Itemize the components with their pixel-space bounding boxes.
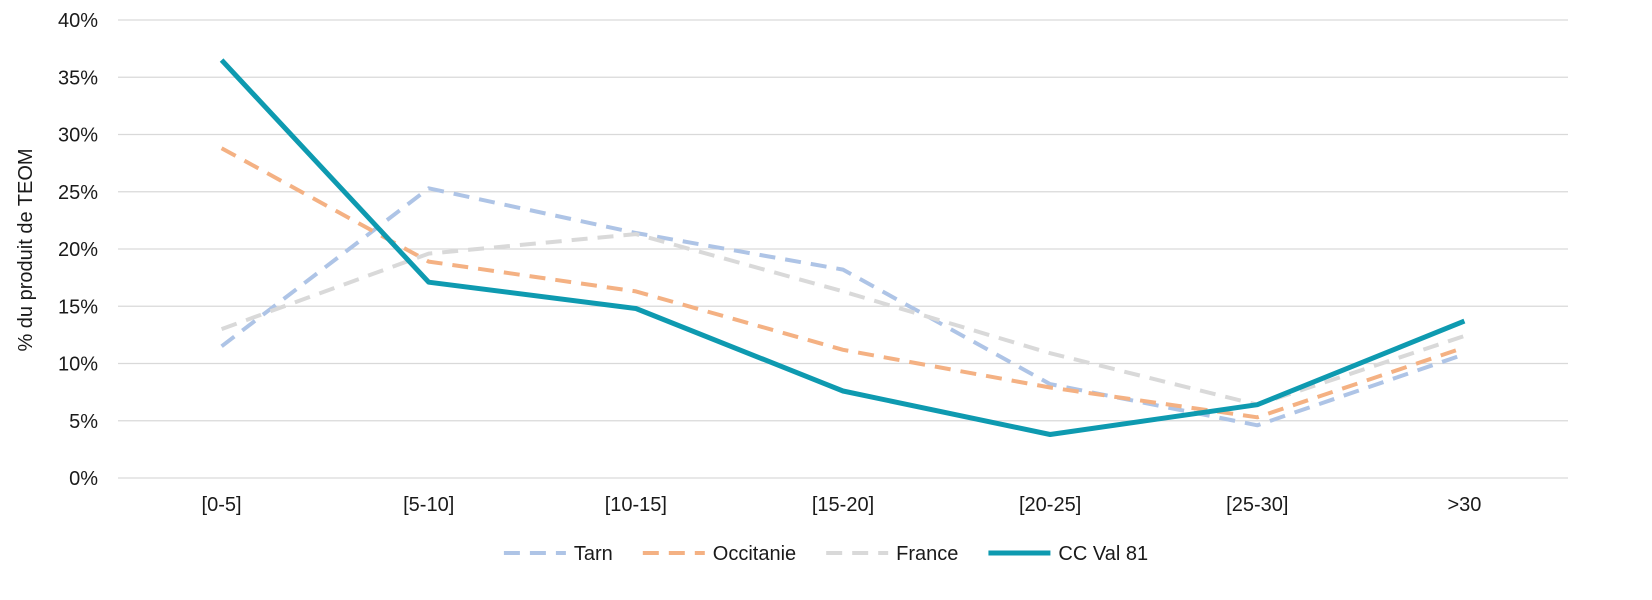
legend-label: France bbox=[896, 543, 958, 565]
y-tick-label: 0% bbox=[69, 468, 98, 490]
x-tick-label: [5-10] bbox=[403, 494, 454, 516]
x-tick-label: [10-15] bbox=[605, 494, 667, 516]
y-axis-title: % du produit de TEOM bbox=[15, 148, 37, 351]
x-tick-label: [20-25] bbox=[1019, 494, 1081, 516]
legend-label: Occitanie bbox=[713, 543, 796, 565]
y-tick-label: 15% bbox=[58, 296, 98, 318]
x-tick-label: [15-20] bbox=[812, 494, 874, 516]
legend: Tarn Occitanie France CC Val 81 bbox=[503, 543, 1148, 565]
y-tick-label: 35% bbox=[58, 67, 98, 89]
x-tick-label: [0-5] bbox=[202, 494, 242, 516]
series-lines bbox=[219, 58, 1466, 437]
x-axis-ticks: [0-5] [5-10] [10-15] [15-20] [20-25] [25-30] >… bbox=[202, 494, 1482, 516]
y-tick-label: 30% bbox=[58, 125, 98, 147]
series-line-cc-val-81 bbox=[219, 58, 1466, 437]
y-tick-label: 5% bbox=[69, 411, 98, 433]
gridlines bbox=[118, 19, 1568, 479]
legend-label: CC Val 81 bbox=[1058, 543, 1148, 565]
series-line-occitanie bbox=[220, 146, 1466, 420]
y-axis-ticks: 0% 5% 10% 15% 20% 25% 30% 35% 40% bbox=[58, 10, 98, 490]
y-tick-label: 25% bbox=[58, 182, 98, 204]
series-line-tarn bbox=[220, 186, 1466, 428]
legend-label: Tarn bbox=[574, 543, 613, 565]
y-tick-label: 20% bbox=[58, 239, 98, 261]
y-tick-label: 10% bbox=[58, 354, 98, 376]
x-tick-label: [25-30] bbox=[1226, 494, 1288, 516]
x-tick-label: >30 bbox=[1447, 494, 1481, 516]
y-tick-label: 40% bbox=[58, 10, 98, 32]
